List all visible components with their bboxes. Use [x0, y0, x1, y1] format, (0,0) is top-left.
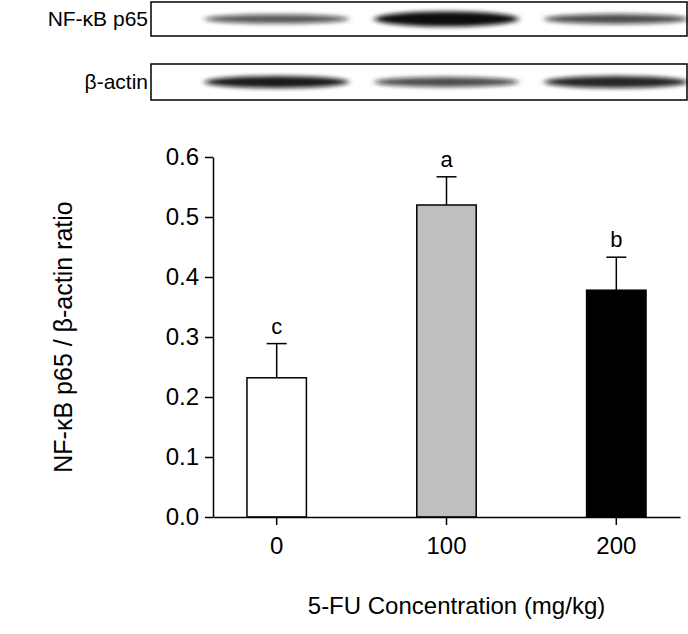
blot-label: β-actin — [85, 70, 148, 93]
y-tick-mark — [205, 517, 213, 519]
y-tick-mark — [205, 157, 213, 159]
bar — [587, 290, 646, 517]
x-axis-title: 5-FU Concentration (mg/kg) — [308, 592, 605, 619]
blot-band — [205, 15, 349, 24]
error-bar — [437, 177, 457, 205]
x-tick: 200 — [596, 517, 636, 559]
error-bar — [606, 257, 626, 290]
x-tick-label: 200 — [596, 532, 636, 559]
blot-lane-group — [205, 76, 688, 88]
x-tick-label: 100 — [426, 532, 466, 559]
annotation: a — [440, 147, 453, 172]
y-tick-mark — [205, 337, 213, 339]
y-tick-label: 0.2 — [166, 383, 199, 410]
chart: NF-κB p65 β-actin c a b 0.0 0.1 0.2 0.3 0.4 0.5 0.6… — [0, 0, 688, 634]
bar — [247, 378, 306, 517]
blot-band — [544, 14, 688, 24]
y-axis-title: NF-κB p65 / β-actin ratio — [49, 201, 77, 472]
y-tick-label: 0.4 — [166, 263, 199, 290]
y-tick: 0.0 — [166, 503, 213, 530]
error-bar-stem — [446, 177, 448, 205]
x-tick: 100 — [426, 517, 466, 559]
error-bar-cap — [267, 343, 287, 345]
annotations: c a b — [271, 147, 622, 339]
blot-band — [544, 76, 688, 88]
error-bar-cap — [437, 176, 457, 178]
y-tick-mark — [205, 217, 213, 219]
error-bar-stem — [276, 344, 278, 378]
x-tick: 0 — [270, 517, 283, 559]
blot-label: NF-κB p65 — [48, 7, 148, 30]
annotation: b — [610, 227, 622, 252]
blot-band — [375, 77, 519, 87]
y-tick: 0.1 — [166, 443, 213, 470]
blot-panel: NF-κB p65 β-actin — [48, 2, 688, 100]
bar — [417, 205, 476, 517]
y-tick: 0.4 — [166, 263, 213, 290]
y-tick-label: 0.6 — [166, 143, 199, 170]
error-bar-stem — [616, 257, 618, 290]
y-tick: 0.3 — [166, 323, 213, 350]
y-tick: 0.2 — [166, 383, 213, 410]
y-tick-label: 0.5 — [166, 203, 199, 230]
plot-area — [247, 177, 646, 517]
y-tick-mark — [205, 397, 213, 399]
y-tick: 0.6 — [166, 143, 213, 170]
y-tick-label: 0.1 — [166, 443, 199, 470]
error-bar-cap — [606, 256, 626, 258]
blot-band — [205, 76, 349, 88]
y-tick-mark — [205, 457, 213, 459]
y-tick-label: 0.3 — [166, 323, 199, 350]
y-tick: 0.5 — [166, 203, 213, 230]
x-axis: 0 100 200 — [214, 517, 681, 559]
y-axis: 0.0 0.1 0.2 0.3 0.4 0.5 0.6 — [166, 143, 214, 530]
x-tick-mark — [616, 517, 618, 525]
x-tick-mark — [446, 517, 448, 525]
y-tick-mark — [205, 277, 213, 279]
x-tick-mark — [276, 517, 278, 525]
blot-band — [375, 12, 519, 27]
blot-lane-group — [205, 12, 688, 27]
x-tick-label: 0 — [270, 532, 283, 559]
error-bar — [267, 344, 287, 378]
annotation: c — [271, 314, 282, 339]
y-tick-label: 0.0 — [166, 503, 199, 530]
